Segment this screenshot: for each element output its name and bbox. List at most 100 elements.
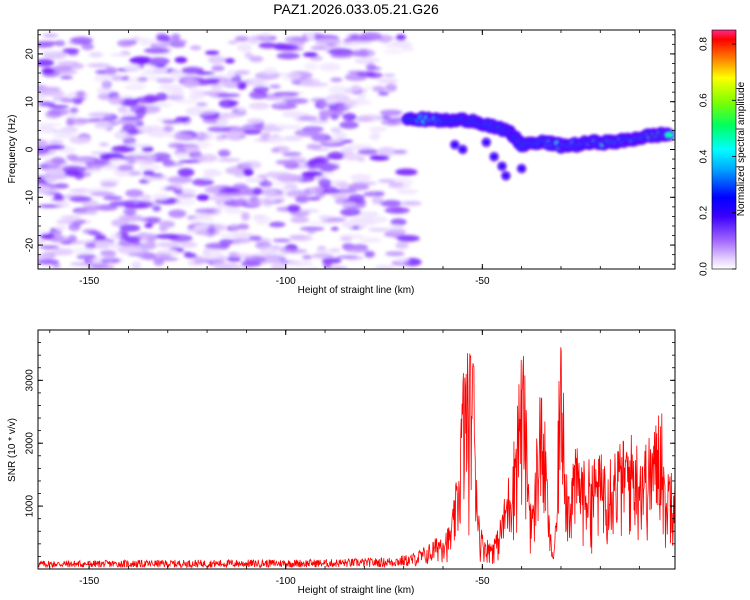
noise-blob: [38, 185, 52, 194]
noise-blob: [369, 127, 388, 132]
noise-blob: [328, 48, 353, 56]
spectrogram-x-label: Height of straight line (km): [298, 285, 415, 296]
noise-blob: [67, 234, 77, 243]
noise-blob: [357, 148, 379, 155]
noise-blob: [385, 83, 397, 92]
noise-blob: [355, 57, 381, 63]
noise-blob: [234, 173, 245, 178]
noise-blob: [301, 171, 324, 177]
noise-blob: [62, 48, 80, 54]
noise-blob: [330, 226, 339, 231]
noise-blob: [364, 250, 376, 258]
noise-blob: [51, 65, 73, 72]
noise-blob: [40, 90, 65, 96]
noise-blob: [260, 132, 271, 141]
noise-blob: [175, 99, 198, 104]
noise-blob: [59, 75, 73, 80]
noise-blob: [54, 40, 66, 47]
noise-blob: [202, 175, 213, 180]
noise-blob: [248, 102, 270, 110]
noise-blob: [279, 187, 293, 193]
noise-blob: [156, 77, 174, 84]
noise-blob: [218, 188, 241, 194]
noise-blob: [330, 54, 353, 59]
signal-spur-core: [459, 147, 466, 152]
noise-blob: [359, 211, 376, 217]
noise-blob: [155, 241, 181, 248]
noise-blob: [204, 186, 227, 195]
signal-spur-core: [491, 154, 498, 160]
snr-x-label: Height of straight line (km): [298, 585, 415, 596]
noise-blob: [230, 223, 239, 230]
noise-blob: [115, 164, 134, 172]
noise-blob: [390, 218, 407, 226]
noise-blob: [310, 98, 330, 103]
noise-blob: [287, 260, 314, 267]
noise-blob: [38, 125, 55, 134]
noise-blob: [227, 256, 242, 262]
noise-blob: [376, 78, 399, 84]
noise-blob: [219, 233, 242, 238]
colorbar-label: Normalized spectral amplitude: [736, 81, 747, 216]
noise-blob: [274, 43, 299, 52]
noise-blob: [316, 163, 340, 171]
noise-blob: [287, 204, 301, 213]
noise-blob: [259, 33, 272, 39]
noise-blob: [395, 241, 409, 249]
noise-blob: [71, 247, 96, 255]
snr-y-tick-label: 1000: [25, 495, 36, 518]
signal-peak: [666, 133, 673, 137]
noise-blob: [181, 66, 205, 74]
noise-blob: [99, 93, 111, 100]
noise-blob: [275, 159, 297, 165]
signal-spur-core: [518, 166, 525, 172]
noise-blob: [384, 206, 410, 214]
noise-blob: [152, 205, 162, 212]
noise-blob: [144, 223, 153, 229]
noise-blob: [38, 101, 56, 107]
noise-blob: [117, 106, 128, 114]
snr-panel: -150 -100 -50 1000 2000 3000 Height of strai…: [7, 329, 676, 596]
noise-blob: [337, 181, 349, 189]
noise-blob: [245, 177, 265, 183]
noise-blob: [148, 57, 170, 66]
noise-blob: [193, 256, 204, 265]
snr-x-tick-label: -100: [276, 576, 296, 587]
snr-x-ticks: -150 -100 -50: [49, 330, 641, 587]
noise-blob: [339, 121, 359, 129]
noise-blob: [188, 218, 202, 223]
noise-blob: [303, 82, 329, 87]
noise-blob: [388, 228, 407, 235]
noise-blob: [244, 52, 253, 59]
noise-blob: [184, 252, 197, 259]
noise-blob: [69, 262, 92, 266]
noise-blob: [228, 100, 239, 106]
noise-blob: [347, 183, 370, 191]
noise-blob: [122, 136, 137, 145]
noise-blob: [38, 96, 45, 101]
noise-blob: [276, 52, 300, 60]
noise-blob: [282, 72, 302, 82]
colorbar-gradient: [711, 29, 737, 270]
noise-blob: [401, 200, 422, 206]
noise-blob: [241, 212, 250, 221]
noise-blob: [126, 143, 153, 148]
noise-blob: [396, 257, 409, 263]
signal-spur-core: [451, 142, 458, 148]
noise-blob: [207, 55, 226, 65]
snr-y-label: SNR (10 * v/v): [7, 418, 18, 482]
noise-blob: [347, 194, 365, 202]
noise-blob: [151, 253, 172, 258]
spectrogram-y-label: Frequency (Hz): [7, 115, 18, 184]
noise-blob: [316, 247, 329, 255]
spectrogram-x-tick-label: -50: [475, 276, 490, 287]
noise-blob: [48, 105, 69, 109]
noise-blob: [333, 131, 348, 140]
spectrogram-y-tick-label: 20: [25, 48, 36, 60]
noise-blob: [303, 52, 318, 58]
noise-blob: [380, 119, 404, 126]
noise-blob: [91, 264, 115, 269]
noise-blob: [210, 84, 223, 90]
noise-blob: [41, 251, 56, 260]
noise-blob: [237, 43, 252, 52]
